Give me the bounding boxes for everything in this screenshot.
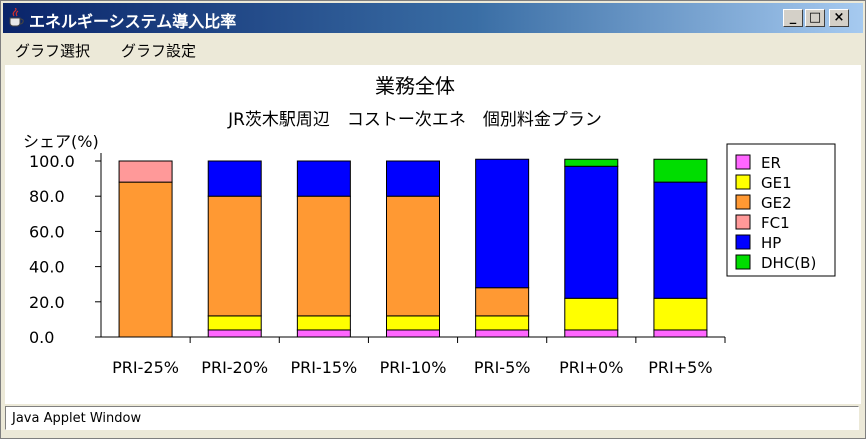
legend-swatch: [735, 214, 751, 230]
x-tick-label: PRI-25%: [112, 358, 179, 377]
bar-segment: [207, 329, 262, 338]
legend-swatch: [735, 234, 751, 250]
close-button[interactable]: ×: [829, 9, 849, 27]
y-tick-label: 40.0: [29, 258, 65, 277]
bar-segment: [475, 315, 530, 331]
bar-segment: [564, 297, 619, 331]
bar-segment: [118, 181, 173, 338]
menu-bar: グラフ選択 グラフ設定: [3, 35, 863, 63]
menu-graph-select[interactable]: グラフ選択: [15, 42, 91, 60]
bar-segment: [207, 160, 262, 197]
bar-segment: [296, 329, 351, 338]
y-tick-label: 80.0: [29, 187, 65, 206]
title-bar[interactable]: エネルギーシステム導入比率 _ □ ×: [3, 3, 863, 33]
maximize-button[interactable]: □: [805, 9, 825, 27]
bar-segment: [564, 158, 619, 167]
bar-segment: [296, 160, 351, 197]
bar-segment: [564, 165, 619, 299]
bar-segment: [475, 158, 530, 289]
close-icon: ×: [833, 10, 845, 25]
bar-segment: [207, 195, 262, 317]
bar-segment: [386, 315, 440, 331]
bar-segment: [386, 160, 440, 197]
legend-swatch: [735, 154, 751, 170]
status-text: Java Applet Window: [12, 411, 142, 426]
legend-label: FC1: [761, 214, 790, 232]
y-tick-label: 20.0: [29, 293, 65, 312]
menu-graph-settings[interactable]: グラフ設定: [121, 42, 197, 60]
chart-subtitle: JR茨木駅周辺 コストー次エネ 個別料金プラン: [227, 110, 602, 130]
bar-segment: [564, 329, 619, 338]
bar-segment: [118, 160, 173, 183]
bar-segment: [653, 158, 708, 183]
minimize-icon: _: [789, 10, 797, 25]
legend-label: ER: [761, 154, 781, 172]
minimize-button[interactable]: _: [783, 9, 803, 27]
legend-label: GE2: [761, 194, 792, 212]
maximize-icon: □: [808, 10, 822, 25]
x-tick-label: PRI-15%: [290, 358, 357, 377]
x-tick-label: PRI-5%: [474, 358, 531, 377]
legend-swatch: [735, 174, 751, 190]
x-tick-label: PRI+0%: [559, 358, 623, 377]
x-tick-label: PRI-10%: [380, 358, 447, 377]
bar-segment: [653, 329, 708, 338]
x-tick-label: PRI+5%: [648, 358, 712, 377]
y-axis-label: シェア(%): [23, 132, 99, 151]
bar-segment: [653, 181, 708, 299]
y-tick-label: 0.0: [29, 328, 54, 347]
legend-swatch: [735, 194, 751, 210]
chart-title: 業務全体: [375, 74, 455, 98]
y-tick-label: 100.0: [29, 152, 75, 171]
bar-segment: [207, 315, 262, 331]
legend-label: DHC(B): [761, 254, 816, 272]
bar-segment: [386, 195, 440, 317]
legend-label: HP: [761, 234, 781, 252]
y-tick-label: 60.0: [29, 222, 65, 241]
bar-segment: [296, 195, 351, 317]
java-cup-icon: [9, 8, 24, 27]
bar-segment: [475, 329, 530, 338]
bar-segment: [653, 297, 708, 331]
bar-segment: [386, 329, 440, 338]
bar-segment: [475, 287, 530, 317]
legend-swatch: [735, 254, 751, 270]
legend-label: GE1: [761, 174, 792, 192]
window-title: エネルギーシステム導入比率: [29, 12, 237, 31]
chart-canvas: 業務全体 JR茨木駅周辺 コストー次エネ 個別料金プランシェア(%) 100.0 80…: [5, 65, 861, 404]
status-bar: Java Applet Window: [5, 406, 859, 430]
x-tick-label: PRI-20%: [201, 358, 268, 377]
bar-segment: [296, 315, 351, 331]
